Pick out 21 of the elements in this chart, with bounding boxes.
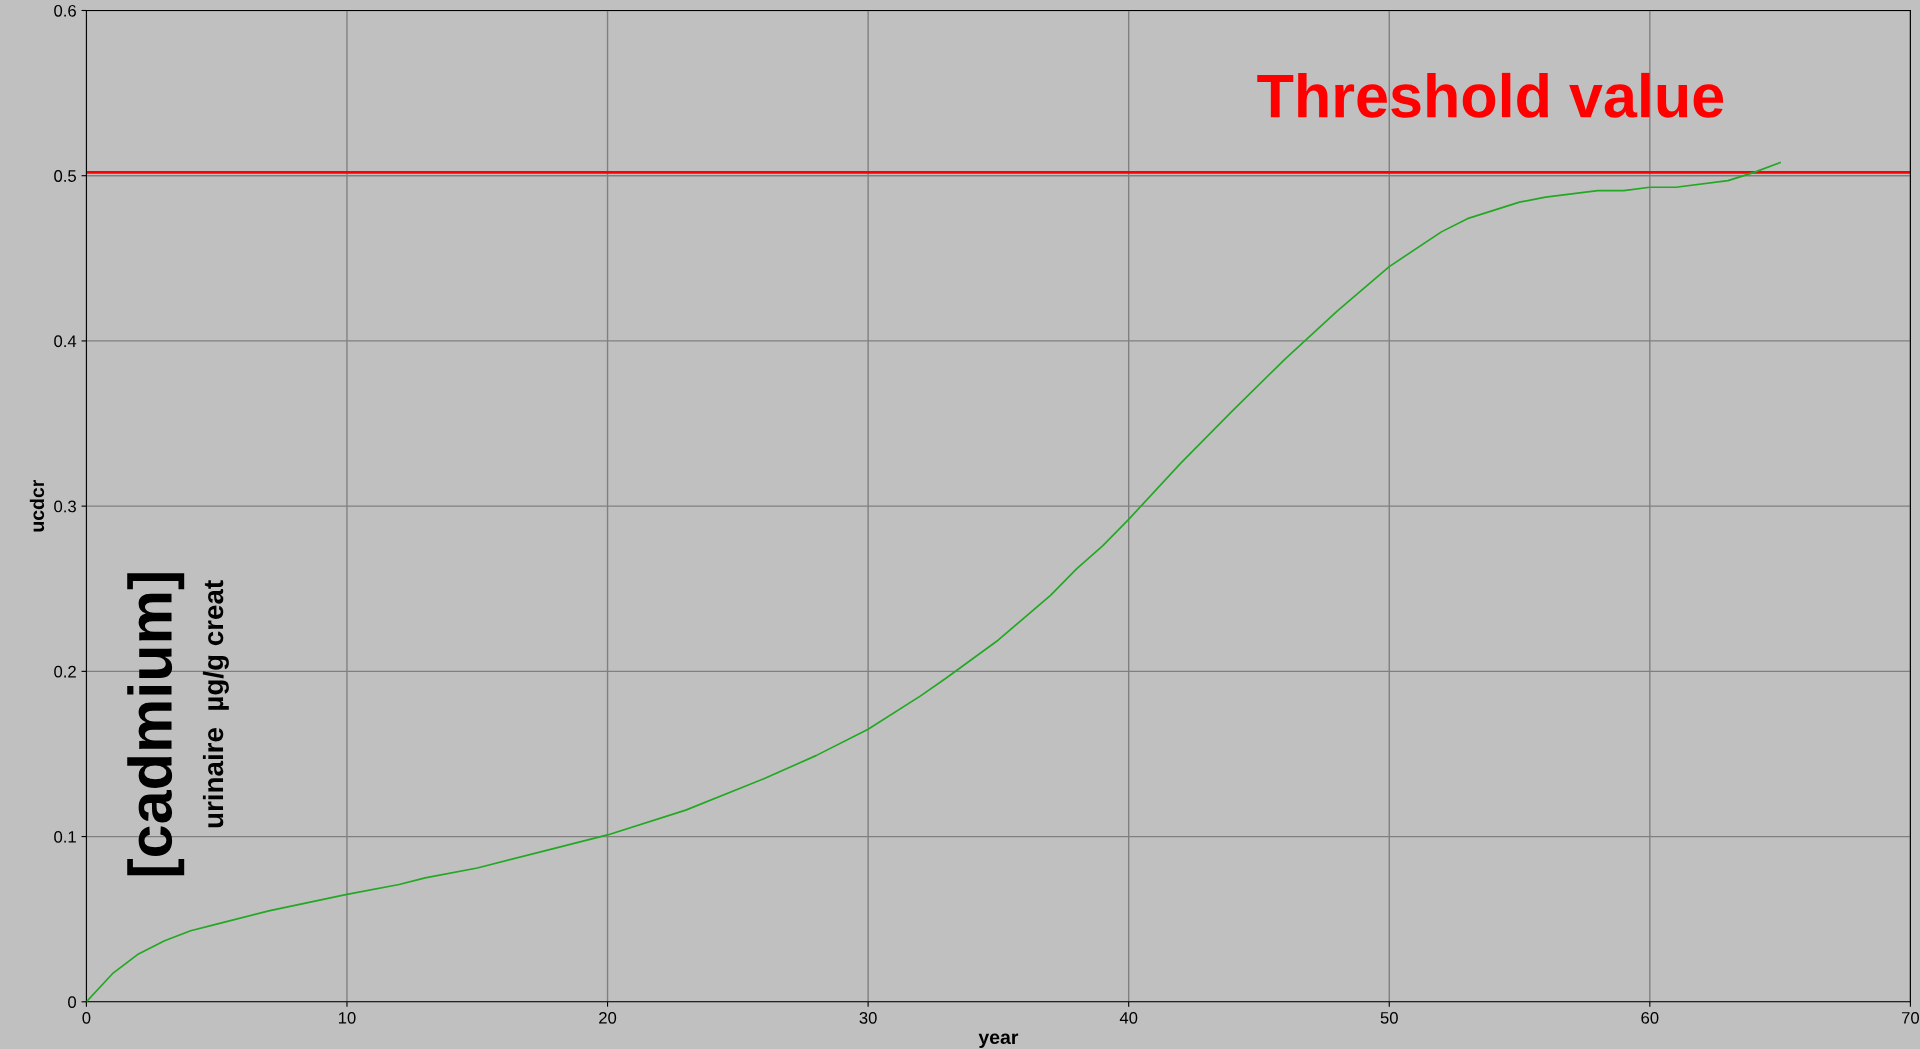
ref-line-label: Threshold value xyxy=(1257,72,1724,118)
x-tick-label: 20 xyxy=(599,1011,617,1024)
line-series xyxy=(86,161,1781,1002)
y-axis-title: ucdcr xyxy=(29,479,45,532)
x-tick-label: 0 xyxy=(82,1011,91,1024)
y-tick-label: 0.1 xyxy=(54,830,76,843)
y-tick-label: 0.5 xyxy=(54,170,76,182)
annotation: urinaire µg/g creat xyxy=(202,580,229,828)
annotation: [cadmium] xyxy=(127,573,185,876)
y-tick-label: 0.3 xyxy=(54,500,76,513)
x-tick-label: 70 xyxy=(1901,1011,1920,1024)
y-tick-label: 0.2 xyxy=(54,665,76,678)
x-tick-label: 30 xyxy=(859,1011,877,1024)
x-tick-label: 10 xyxy=(338,1011,356,1024)
x-tick-label: 60 xyxy=(1641,1011,1659,1024)
x-axis-title: year xyxy=(978,1033,1019,1048)
y-tick-label: 0 xyxy=(68,996,77,1008)
x-tick-label: 40 xyxy=(1119,1011,1138,1024)
y-tick-label: 0.6 xyxy=(54,4,76,17)
y-tick-label: 0.4 xyxy=(54,335,77,348)
x-tick-label: 50 xyxy=(1380,1011,1398,1024)
